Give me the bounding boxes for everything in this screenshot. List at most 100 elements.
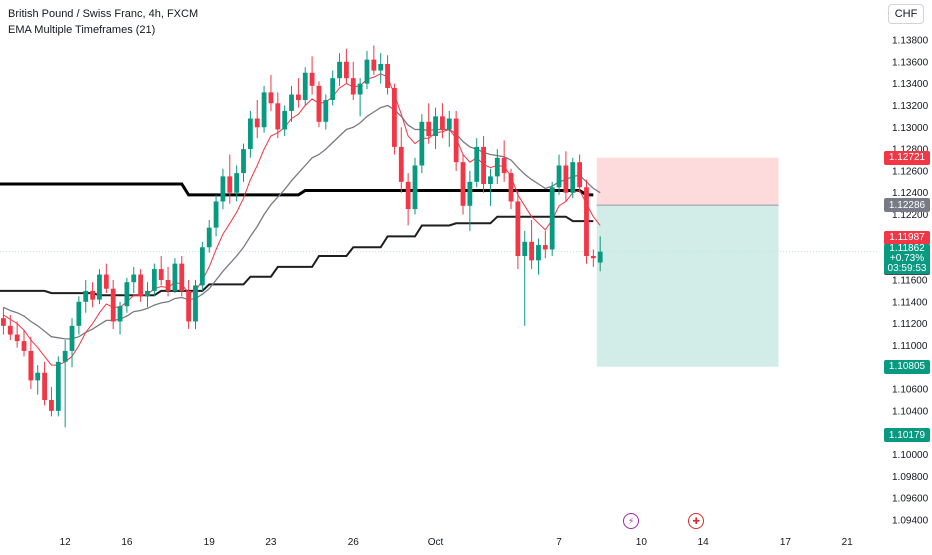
candle-body xyxy=(241,149,246,174)
candle-body xyxy=(453,118,459,163)
candle-body xyxy=(295,94,301,100)
candle-body xyxy=(55,361,61,411)
y-tick-label: 1.13000 xyxy=(892,123,929,134)
y-tick-label: 1.12200 xyxy=(892,210,929,221)
candle-body xyxy=(501,157,507,174)
candle-body xyxy=(282,110,288,130)
candle-body xyxy=(494,157,500,177)
candle-body xyxy=(508,173,514,202)
y-tick-label: 1.09800 xyxy=(892,472,929,483)
candle-body xyxy=(193,285,198,322)
candle-body xyxy=(529,241,535,261)
candle-body xyxy=(213,201,219,228)
candle-body xyxy=(172,263,178,291)
candle-body xyxy=(378,64,384,71)
candle-body xyxy=(138,274,144,297)
candle-body xyxy=(433,116,438,136)
candle-body xyxy=(110,288,116,322)
current-countdown: 03:59:53 xyxy=(887,263,927,275)
x-tick-label: 16 xyxy=(121,537,133,548)
y-tick-label: 1.11000 xyxy=(892,341,928,352)
x-tick-label: 23 xyxy=(265,537,277,548)
uk-flag-icon[interactable]: ✚ xyxy=(688,513,705,529)
current-price: 1.11862 xyxy=(889,243,925,255)
x-tick-label: 17 xyxy=(780,537,792,548)
lightning-icon[interactable]: ⚡ xyxy=(623,513,640,529)
axis-price-label: 1.10805 xyxy=(884,359,930,374)
candle-body xyxy=(151,269,157,291)
candle-body xyxy=(385,64,390,88)
candle-body xyxy=(337,61,342,79)
candle-body xyxy=(131,274,137,283)
htf-ema-upper-line xyxy=(0,182,594,197)
candle-body xyxy=(97,274,102,300)
candle-body xyxy=(323,100,329,122)
candle-body xyxy=(14,334,20,342)
y-tick-label: 1.12400 xyxy=(892,188,929,199)
stop-loss-zone xyxy=(596,157,779,206)
y-tick-label: 1.13200 xyxy=(892,101,929,112)
axis-price-label: 1.11987 xyxy=(884,230,930,245)
candle-body xyxy=(467,181,473,206)
candle-body xyxy=(49,400,54,411)
candle-body xyxy=(542,245,548,250)
y-tick-label: 1.10000 xyxy=(892,450,929,461)
candle-body xyxy=(357,83,363,95)
axis-price-label: 1.10179 xyxy=(884,428,930,443)
candle-body xyxy=(515,201,521,256)
candle-body xyxy=(124,282,130,307)
candle-body xyxy=(302,72,308,100)
candle-body xyxy=(206,227,212,248)
candle-body xyxy=(371,59,377,71)
indicator-label[interactable]: EMA Multiple Timeframes (21) xyxy=(8,24,156,36)
x-tick-label: 12 xyxy=(60,537,72,548)
candle-body xyxy=(1,318,6,326)
candle-body xyxy=(289,94,294,111)
y-tick-label: 1.12800 xyxy=(892,145,929,156)
candle-body xyxy=(254,118,260,128)
candle-body xyxy=(275,103,281,130)
candle-body xyxy=(145,290,150,297)
candle-body xyxy=(83,290,89,302)
candle-body xyxy=(234,173,240,193)
candle-body xyxy=(35,372,41,381)
candle-body xyxy=(199,247,205,286)
current-change: +0.73% xyxy=(889,253,925,265)
candle-body xyxy=(398,146,404,182)
x-tick-label: 26 xyxy=(348,537,360,548)
x-tick-label: 14 xyxy=(698,537,710,548)
candle-body xyxy=(69,325,75,351)
y-tick-label: 1.09400 xyxy=(892,516,929,527)
candle-body xyxy=(158,269,164,280)
candle-body xyxy=(364,59,370,84)
y-tick-label: 1.11200 xyxy=(892,319,928,330)
currency-button[interactable]: CHF xyxy=(888,4,924,24)
candle-body xyxy=(21,341,27,351)
candle-body xyxy=(268,92,274,104)
candle-body xyxy=(179,263,185,291)
candle-body xyxy=(42,372,47,400)
candle-body xyxy=(590,256,596,259)
symbol-title[interactable]: British Pound / Swiss Franc, 4h, FXCM xyxy=(8,8,199,20)
candle-body xyxy=(7,325,13,335)
htf-ema-lower-line xyxy=(0,215,594,297)
candle-body xyxy=(405,181,411,210)
candle-body xyxy=(28,350,34,381)
current-price-box: 1.11862 +0.73% 03:59:53 xyxy=(884,243,930,275)
y-tick-label: 1.10600 xyxy=(892,385,929,396)
candle-body xyxy=(577,162,583,188)
x-tick-label: 10 xyxy=(636,537,648,548)
take-profit-zone xyxy=(596,205,779,367)
candle-body xyxy=(392,88,397,147)
candle-body xyxy=(474,146,480,182)
y-tick-label: 1.13800 xyxy=(892,36,929,47)
candle-body xyxy=(350,78,356,95)
candle-body xyxy=(419,121,425,166)
candle-body xyxy=(446,118,452,130)
candle-body xyxy=(62,350,68,362)
candle-body xyxy=(563,165,569,193)
candle-body xyxy=(488,176,493,184)
candle-body xyxy=(522,241,528,256)
